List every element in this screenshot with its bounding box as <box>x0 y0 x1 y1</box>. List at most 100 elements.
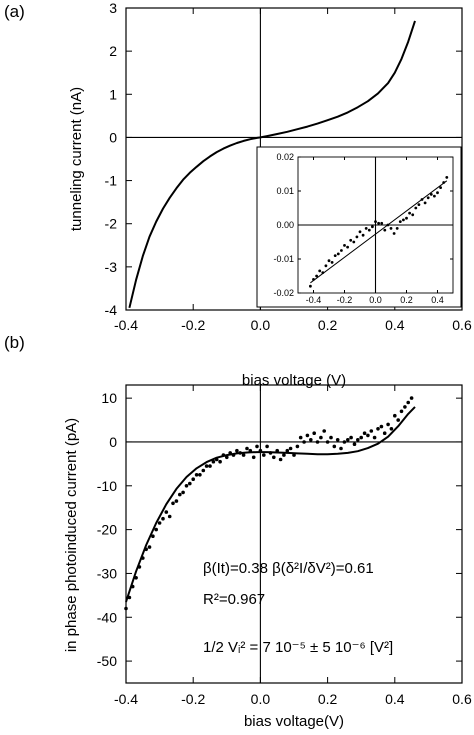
inset-axes: -0.4 -0.2 0.0 0.2 0.4 0.02 0.01 0.00 -0.01 -0.02 <box>273 152 454 305</box>
annotation-r2: R²=0.967 <box>203 591 265 608</box>
panel-a-inset: -0.4 -0.2 0.0 0.2 0.4 0.02 0.01 0.00 -0.01 -0.02 <box>256 146 462 308</box>
panel-b-data-point <box>228 451 232 455</box>
inset-data-point <box>445 176 449 179</box>
panel-b-data-point <box>309 438 313 442</box>
panel-b-data-point <box>188 481 192 486</box>
panel-b-data-point <box>151 534 155 538</box>
inset-data-point <box>336 252 340 256</box>
panel-b-data-point <box>376 427 380 431</box>
inset-data-point <box>371 225 374 229</box>
panel-b-data-point <box>325 440 330 444</box>
panel-b-data-point <box>305 433 310 438</box>
inset-data-point <box>364 227 368 230</box>
inset-data-point <box>420 198 424 201</box>
panel-b-xlabel: bias voltage(V) <box>244 713 344 730</box>
panel-b-data-point <box>379 424 384 429</box>
panel-b-xtick-label: -0.2 <box>181 691 205 707</box>
panel-a-axes: -0.4 -0.2 0.0 0.2 0.4 0.6 3 2 1 0 -1 -2 -3 -4 <box>105 0 472 333</box>
panel-a-ylabel: tunneling current (nA) <box>68 87 85 231</box>
inset-ytick-label: 0.00 <box>276 220 294 230</box>
panel-a-ytick-label: -4 <box>105 302 118 318</box>
panel-b-data-point <box>292 453 296 457</box>
panel-b-ytick-label: -30 <box>97 565 117 581</box>
panel-b-data-point <box>171 501 175 506</box>
inset-ytick-label: -0.02 <box>273 288 294 298</box>
panel-b-data-point <box>403 405 407 409</box>
panel-b-data-point <box>144 547 148 552</box>
panel-a-iv-curve <box>128 20 416 309</box>
panel-b-data-point <box>369 429 374 433</box>
panel-b-data-point <box>130 584 135 589</box>
annotation-vi: 1/2 Vᵢ² = 7 10⁻⁵ ± 5 10⁻⁶ [V²] <box>203 639 393 656</box>
inset-data-point <box>361 233 365 237</box>
panel-a-label: (a) <box>4 2 25 21</box>
panel-a-xtick-label: 0.6 <box>452 317 472 333</box>
inset-data-point <box>405 216 408 220</box>
panel-b-data-point <box>238 451 242 455</box>
panel-b-data-point <box>198 473 202 477</box>
panel-b-ytick-label: 0 <box>109 434 117 450</box>
panel-b-data-point <box>396 418 401 422</box>
inset-data-point <box>408 211 411 215</box>
panel-a-ytick-label: 2 <box>109 43 117 59</box>
panel-a-xtick-label: -0.4 <box>114 317 138 333</box>
panel-b-data-point <box>386 422 390 427</box>
inset-ytick-label: 0.01 <box>276 186 294 196</box>
inset-data-point <box>324 264 328 268</box>
inset-data-point <box>426 196 430 200</box>
panel-b-data-point <box>161 516 165 521</box>
panel-b-data-point <box>312 431 317 436</box>
panel-b-data-point <box>372 435 377 440</box>
panel-b-data-point <box>214 457 219 462</box>
panel-b-xtick-label: 0.0 <box>251 691 271 707</box>
panel-b-data-point <box>282 453 286 457</box>
panel-b-data-point <box>241 453 246 457</box>
panel-b-data-point <box>255 444 259 449</box>
panel-b-data-point <box>262 453 266 457</box>
panel-b-data-point <box>393 413 397 418</box>
annotation-beta: β(It)=0.38 β(δ²I/δV²)=0.61 <box>203 560 374 577</box>
panel-b-data-point <box>174 499 179 503</box>
inset-data-point <box>315 274 318 278</box>
inset-data-point <box>358 230 362 234</box>
panel-b-data-point <box>399 409 404 414</box>
panel-b-data-point <box>329 435 333 440</box>
inset-data-point <box>389 227 393 230</box>
panel-b-data-point <box>288 446 293 451</box>
panel-b-data-point <box>315 440 320 444</box>
panel-b-data-point <box>272 455 276 460</box>
panel-b-ytick-label: -10 <box>97 478 117 494</box>
inset-data-point <box>377 221 380 225</box>
panel-b-data-point <box>191 477 195 482</box>
panel-b-axes: -0.4 -0.2 0.0 0.2 0.4 0.6 10 0 -10 -20 -30 -40 -50 <box>97 385 472 707</box>
inset-data-point <box>349 238 353 242</box>
panel-b-ytick-label: -50 <box>97 653 117 669</box>
panel-b-data-point <box>208 464 212 468</box>
inset-data-point <box>417 203 421 207</box>
inset-data-point <box>340 249 343 252</box>
inset-data-point <box>411 213 415 217</box>
panel-b-data-point <box>302 440 306 444</box>
panel-b-frame <box>125 384 463 684</box>
panel-b-data-point <box>127 595 132 600</box>
panel-b-data-point <box>335 438 340 442</box>
panel-a-xtick-label: 0.0 <box>251 317 271 333</box>
panel-b-data-point <box>194 473 199 477</box>
inset-data-point <box>395 227 399 230</box>
panel-b-data-point <box>251 455 256 460</box>
panel-b-data-point <box>147 545 152 549</box>
panel-b-data-point <box>322 429 327 433</box>
inset-fit-line <box>310 180 448 284</box>
panel-b-data-point <box>211 459 216 464</box>
inset-data-point <box>402 218 405 222</box>
inset-data-point <box>383 228 387 232</box>
panel-b-data-point <box>382 431 387 436</box>
inset-data-point <box>330 261 334 264</box>
panel-a-ytick-label: -3 <box>105 259 118 275</box>
panel-b-data-point <box>218 459 222 464</box>
inset-data-point <box>355 235 359 239</box>
inset-data-point <box>374 220 377 224</box>
inset-data-point <box>392 232 396 235</box>
panel-b-data-point <box>366 433 370 438</box>
